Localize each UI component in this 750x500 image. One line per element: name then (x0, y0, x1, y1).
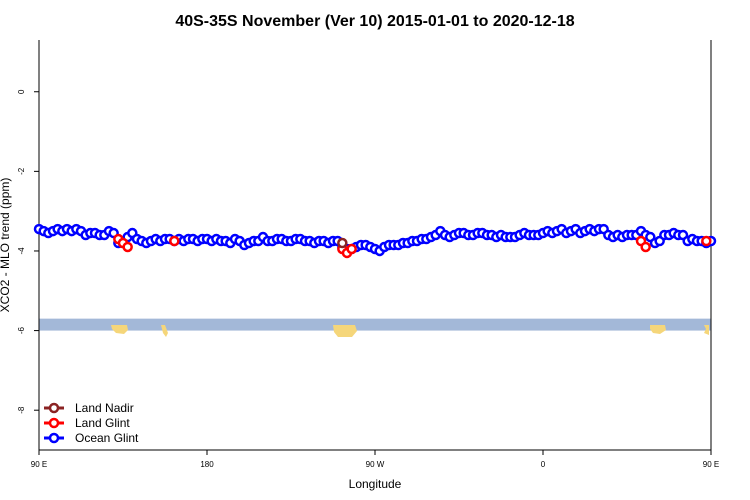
data-point (169, 235, 180, 247)
x-axis-label: Longitude (349, 477, 402, 491)
land-patch-4 (704, 325, 709, 335)
land-patch-1 (161, 325, 168, 337)
y-tick-label: -8 (17, 406, 26, 414)
data-point (122, 241, 133, 253)
x-tick-label: 90 E (31, 460, 47, 469)
legend-label: Land Nadir (75, 401, 134, 415)
y-tick-label: -2 (17, 167, 26, 175)
x-tick-label: 90 W (366, 460, 385, 469)
y-axis-label: XCO2 - MLO trend (ppm) (0, 178, 12, 313)
data-point (346, 243, 357, 255)
y-tick-label: 0 (17, 89, 26, 94)
land-patch-2 (333, 325, 357, 337)
legend-marker (48, 417, 60, 429)
data-point (640, 241, 651, 253)
y-tick-label: -4 (17, 247, 26, 255)
plot-area: 0 -2 -4 -6 -8 90 E 180 90 W 0 90 E (17, 40, 719, 469)
legend-item-land-glint: Land Glint (44, 416, 130, 430)
y-tick-label: -6 (17, 326, 26, 334)
legend-marker (48, 432, 60, 444)
legend-marker (48, 402, 60, 414)
land-ocean-band (39, 318, 711, 337)
land-patch-0 (111, 325, 128, 334)
data-point (701, 235, 712, 247)
x-tick-label: 90 E (703, 460, 719, 469)
series-ocean-glint (33, 223, 717, 257)
legend-label: Ocean Glint (75, 431, 139, 445)
chart-title: 40S-35S November (Ver 10) 2015-01-01 to … (175, 13, 574, 30)
x-tick-label: 180 (200, 460, 214, 469)
legend-label: Land Glint (75, 416, 130, 430)
land-patch-3 (650, 325, 666, 334)
legend-item-land-nadir: Land Nadir (44, 401, 134, 415)
data-point (337, 237, 348, 249)
ocean-band (39, 318, 711, 331)
legend-item-ocean-glint: Ocean Glint (44, 431, 139, 445)
series-land-nadir (337, 237, 348, 249)
x-tick-label: 0 (541, 460, 546, 469)
